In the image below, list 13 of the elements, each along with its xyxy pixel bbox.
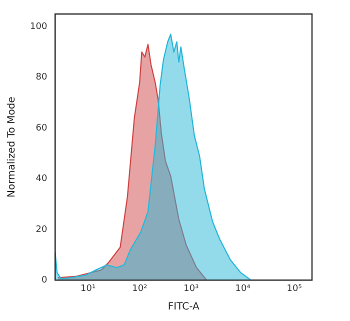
y-tick-label: 40 <box>36 174 48 184</box>
x-tick-label: 10⁵ <box>286 284 302 294</box>
x-tick-label: 10² <box>132 284 148 294</box>
y-tick-label: 0 <box>41 276 48 286</box>
x-axis-title: FITC-A <box>168 302 200 313</box>
x-tick-label: 10³ <box>184 284 200 294</box>
y-tick-label: 80 <box>36 72 48 83</box>
x-tick-label: 10⁴ <box>235 284 251 294</box>
x-tick-label: 10¹ <box>80 284 96 294</box>
y-tick-label: 60 <box>36 123 48 134</box>
y-axis-title: Normalized To Mode <box>6 96 18 198</box>
y-tick-label: 20 <box>36 224 48 235</box>
y-tick-label: 100 <box>30 22 48 32</box>
